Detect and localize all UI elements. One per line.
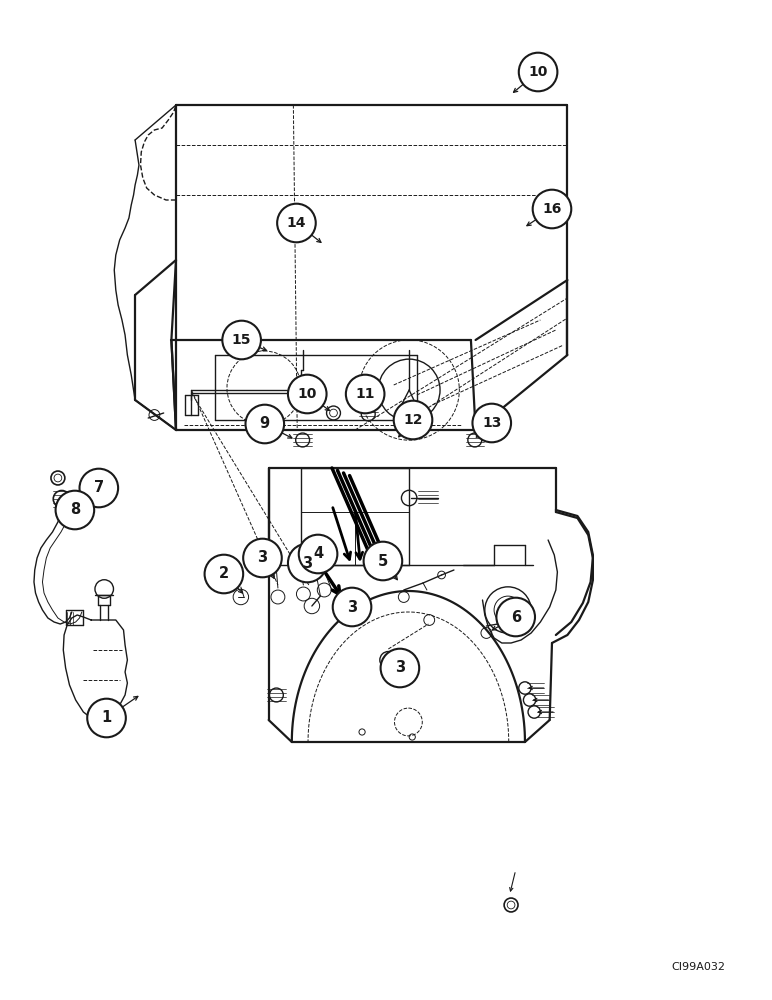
Text: 14: 14 bbox=[286, 216, 306, 230]
Text: 3: 3 bbox=[257, 550, 268, 566]
Text: 2: 2 bbox=[218, 566, 229, 582]
Text: 11: 11 bbox=[355, 387, 375, 401]
Circle shape bbox=[364, 542, 402, 580]
Text: 5: 5 bbox=[378, 554, 388, 568]
Text: 3: 3 bbox=[347, 599, 357, 614]
Text: 7: 7 bbox=[93, 481, 104, 495]
Circle shape bbox=[394, 401, 432, 439]
Text: 12: 12 bbox=[403, 413, 423, 427]
Circle shape bbox=[346, 375, 384, 413]
Text: 8: 8 bbox=[69, 502, 80, 518]
Text: 15: 15 bbox=[232, 333, 252, 347]
Text: 6: 6 bbox=[510, 609, 521, 624]
Text: 9: 9 bbox=[259, 416, 270, 432]
Circle shape bbox=[299, 535, 337, 573]
Text: 16: 16 bbox=[542, 202, 562, 216]
Text: 10: 10 bbox=[528, 65, 548, 79]
Circle shape bbox=[288, 544, 327, 582]
Text: 3: 3 bbox=[394, 660, 405, 676]
Text: 3: 3 bbox=[302, 556, 313, 570]
Circle shape bbox=[243, 539, 282, 577]
Text: 1: 1 bbox=[101, 710, 112, 726]
Circle shape bbox=[519, 53, 557, 91]
Text: CI99A032: CI99A032 bbox=[672, 962, 726, 972]
Circle shape bbox=[87, 699, 126, 737]
Circle shape bbox=[288, 375, 327, 413]
Circle shape bbox=[496, 598, 535, 636]
Circle shape bbox=[533, 190, 571, 228]
Circle shape bbox=[56, 491, 94, 529]
Text: 13: 13 bbox=[482, 416, 502, 430]
Circle shape bbox=[277, 204, 316, 242]
Text: 10: 10 bbox=[297, 387, 317, 401]
Circle shape bbox=[80, 469, 118, 507]
Circle shape bbox=[205, 555, 243, 593]
Text: 4: 4 bbox=[313, 546, 323, 562]
Circle shape bbox=[472, 404, 511, 442]
Circle shape bbox=[245, 405, 284, 443]
Circle shape bbox=[381, 649, 419, 687]
Circle shape bbox=[222, 321, 261, 359]
Circle shape bbox=[333, 588, 371, 626]
